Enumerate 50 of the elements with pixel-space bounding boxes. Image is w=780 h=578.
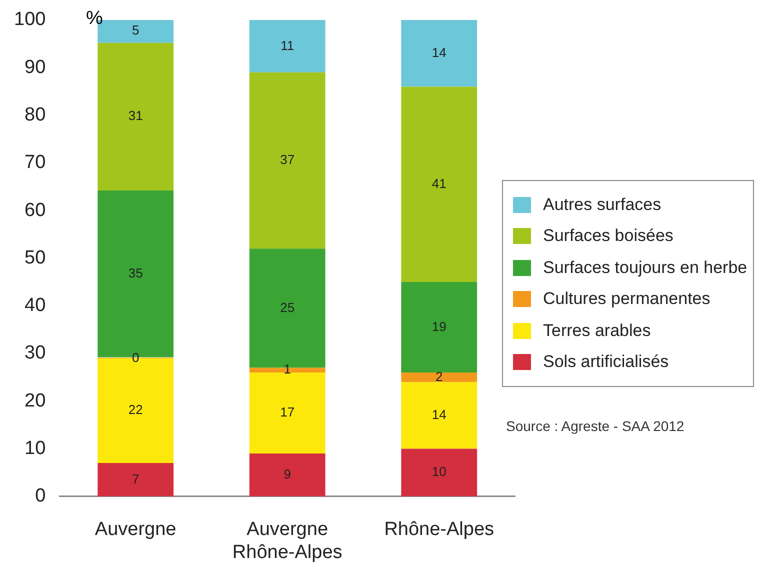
data-label: 17 [280, 404, 295, 420]
bar [98, 42, 174, 191]
legend-label: Terres arables [543, 320, 651, 341]
bar [401, 448, 478, 496]
y-tick-label: 70 [24, 152, 46, 174]
data-label: 37 [280, 152, 295, 168]
annotation: Source : Agreste - SAA 2012 [506, 418, 684, 434]
y-axis-title: % [86, 8, 103, 30]
data-label: 11 [280, 38, 294, 53]
data-label: 31 [128, 108, 143, 124]
bar [249, 20, 326, 72]
y-tick-label: 50 [24, 247, 46, 268]
data-label: 10 [432, 464, 446, 480]
data-label: 41 [432, 176, 446, 191]
legend-label: Surfaces toujours en herbe [543, 258, 748, 278]
data-label: 14 [432, 406, 446, 422]
data-label: 2 [436, 368, 443, 384]
y-tick-label: 30 [24, 342, 46, 364]
y-tick-label: 0 [35, 486, 46, 507]
bar [249, 72, 326, 249]
y-tick-label: 20 [24, 390, 46, 412]
data-label: 7 [132, 471, 140, 486]
data-label: 25 [280, 300, 295, 315]
data-label: 14 [432, 44, 446, 60]
y-tick-label: 40 [24, 295, 46, 316]
data-label: 22 [128, 402, 143, 418]
bar [98, 463, 174, 496]
legend-label: Sols artificialisés [543, 352, 669, 372]
x-tick-label: Rhône-Alpes [384, 519, 494, 540]
x-tick-label: Auvergne Rhône-Alpes [232, 519, 342, 563]
bar [401, 282, 478, 373]
bar [401, 372, 478, 382]
data-label: 19 [432, 318, 446, 334]
y-tick-label: 90 [24, 56, 46, 78]
legend-label: Cultures permanentes [543, 289, 710, 310]
bar [249, 372, 326, 454]
y-tick-label: 10 [24, 438, 46, 459]
bar [401, 20, 478, 87]
legend-label: Autres surfaces [543, 194, 662, 215]
x-tick-label: Auvergne [94, 519, 176, 540]
bar [249, 454, 326, 496]
data-label: 35 [128, 265, 143, 280]
y-tick-label: 80 [24, 104, 46, 126]
legend-label: Surfaces boisées [543, 226, 674, 246]
bar [401, 382, 478, 449]
y-tick-label: 100 [14, 9, 46, 30]
data-label: 9 [284, 466, 291, 482]
y-tick-label: 60 [24, 200, 46, 221]
data-label: 5 [132, 22, 140, 38]
bar [401, 86, 478, 282]
